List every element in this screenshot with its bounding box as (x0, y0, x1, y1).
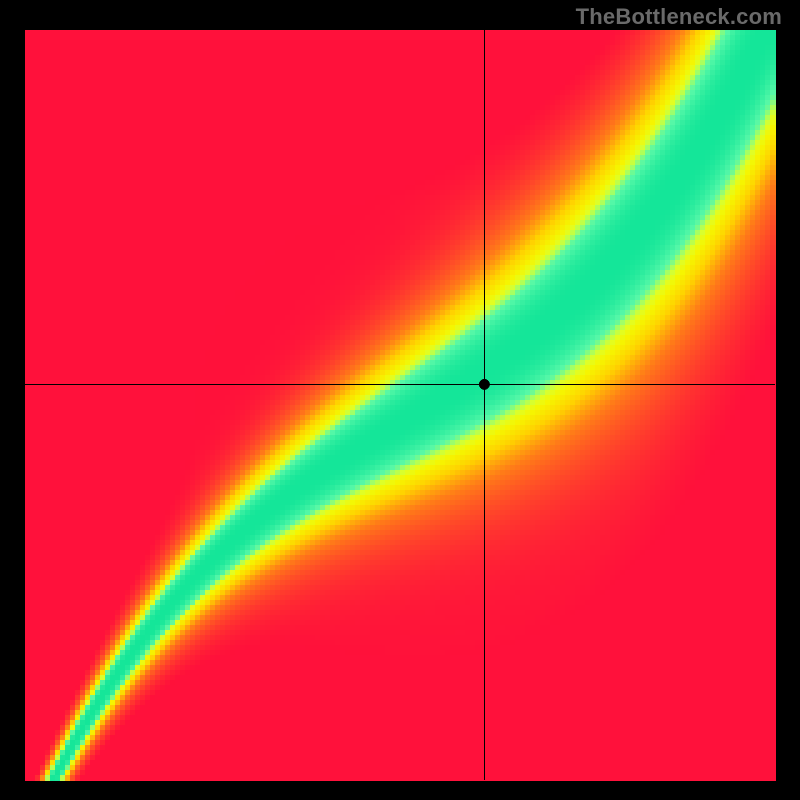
chart-container: TheBottleneck.com (0, 0, 800, 800)
heatmap-canvas (0, 0, 800, 800)
watermark-text: TheBottleneck.com (576, 4, 782, 30)
